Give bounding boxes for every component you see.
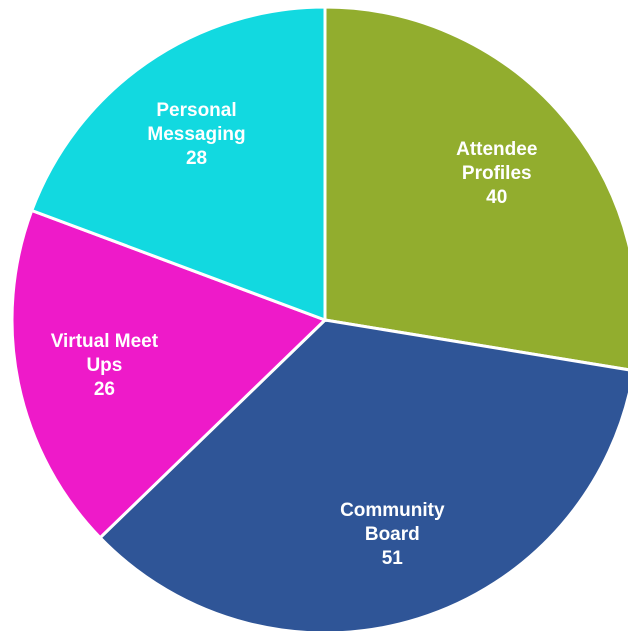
value-label: 51: [381, 548, 403, 570]
value-label: 40: [486, 187, 508, 209]
category-label: Personal Messaging: [147, 99, 246, 145]
category-label: Community Board: [340, 500, 445, 546]
pie-slice: [97, 318, 628, 631]
slice-label: Attendee Profiles 40: [427, 138, 567, 210]
slice-label: Personal Messaging 28: [127, 99, 267, 171]
slice-label: Virtual Meet Ups 26: [34, 330, 174, 402]
pie-slice: [323, 5, 628, 372]
slice-label: Community Board 51: [322, 499, 462, 571]
category-label: Virtual Meet Ups: [50, 331, 159, 377]
value-label: 28: [185, 147, 208, 169]
pie-slice: [29, 5, 327, 323]
category-label: Attendee Profiles: [456, 139, 538, 185]
value-label: 26: [93, 379, 115, 401]
